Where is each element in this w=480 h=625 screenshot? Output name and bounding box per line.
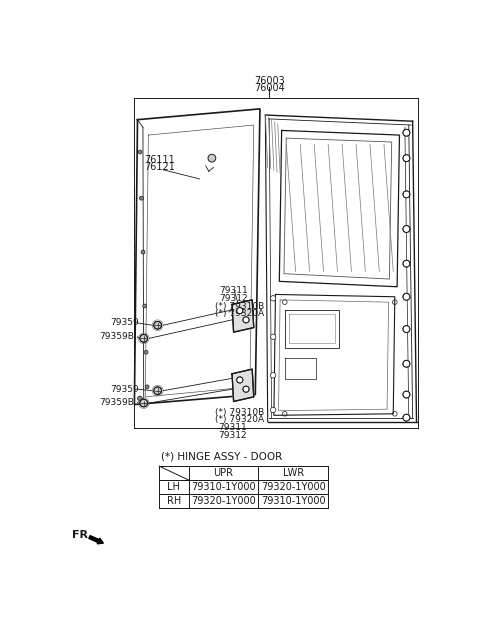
Polygon shape (232, 300, 254, 332)
Circle shape (141, 250, 145, 254)
Circle shape (270, 372, 276, 378)
Text: 79359B: 79359B (99, 398, 133, 407)
Text: 79310-1Y000: 79310-1Y000 (191, 482, 256, 492)
Text: LH: LH (168, 482, 180, 492)
Circle shape (143, 304, 146, 308)
Circle shape (237, 308, 243, 314)
Circle shape (138, 150, 142, 154)
Text: 76003: 76003 (254, 76, 285, 86)
Text: 79312: 79312 (218, 431, 247, 440)
Circle shape (145, 385, 149, 389)
Circle shape (140, 196, 144, 200)
Text: 79359: 79359 (110, 319, 139, 328)
Text: FR.: FR. (72, 531, 92, 541)
Text: (*) 79320A: (*) 79320A (215, 416, 264, 424)
Text: (*) 79310B: (*) 79310B (215, 408, 264, 417)
Circle shape (403, 129, 410, 136)
Text: 79311: 79311 (220, 286, 249, 295)
Circle shape (403, 360, 410, 368)
Text: 76111: 76111 (144, 155, 174, 165)
Text: 76121: 76121 (144, 162, 175, 172)
Circle shape (237, 377, 243, 383)
Circle shape (403, 414, 410, 421)
Circle shape (270, 296, 276, 301)
Circle shape (403, 260, 410, 267)
Text: RH: RH (167, 496, 181, 506)
Text: 79312: 79312 (220, 294, 248, 302)
Circle shape (154, 321, 162, 329)
Text: LWR: LWR (283, 468, 304, 478)
Text: (*) 79320A: (*) 79320A (215, 309, 264, 318)
Text: 79320-1Y000: 79320-1Y000 (191, 496, 256, 506)
Circle shape (270, 334, 276, 339)
Circle shape (243, 386, 249, 392)
Circle shape (137, 396, 142, 401)
Text: 79320-1Y000: 79320-1Y000 (261, 482, 325, 492)
Circle shape (140, 399, 147, 407)
Circle shape (403, 226, 410, 232)
Circle shape (270, 408, 276, 412)
Circle shape (403, 326, 410, 332)
Circle shape (154, 387, 162, 394)
Text: 79359B: 79359B (99, 332, 133, 341)
Circle shape (208, 154, 216, 162)
Text: 76004: 76004 (254, 83, 285, 93)
Circle shape (403, 391, 410, 398)
Text: 79310-1Y000: 79310-1Y000 (261, 496, 325, 506)
Text: 79359: 79359 (110, 384, 139, 394)
Text: 79311: 79311 (218, 423, 247, 432)
Circle shape (403, 155, 410, 162)
Circle shape (144, 350, 148, 354)
Circle shape (403, 191, 410, 198)
Polygon shape (232, 369, 254, 401)
Circle shape (403, 293, 410, 300)
Circle shape (140, 334, 147, 342)
Circle shape (243, 317, 249, 323)
Text: (*) 79310B: (*) 79310B (215, 301, 264, 311)
Text: (*) HINGE ASSY - DOOR: (*) HINGE ASSY - DOOR (161, 452, 282, 462)
Text: UPR: UPR (214, 468, 234, 478)
FancyArrow shape (89, 536, 103, 544)
